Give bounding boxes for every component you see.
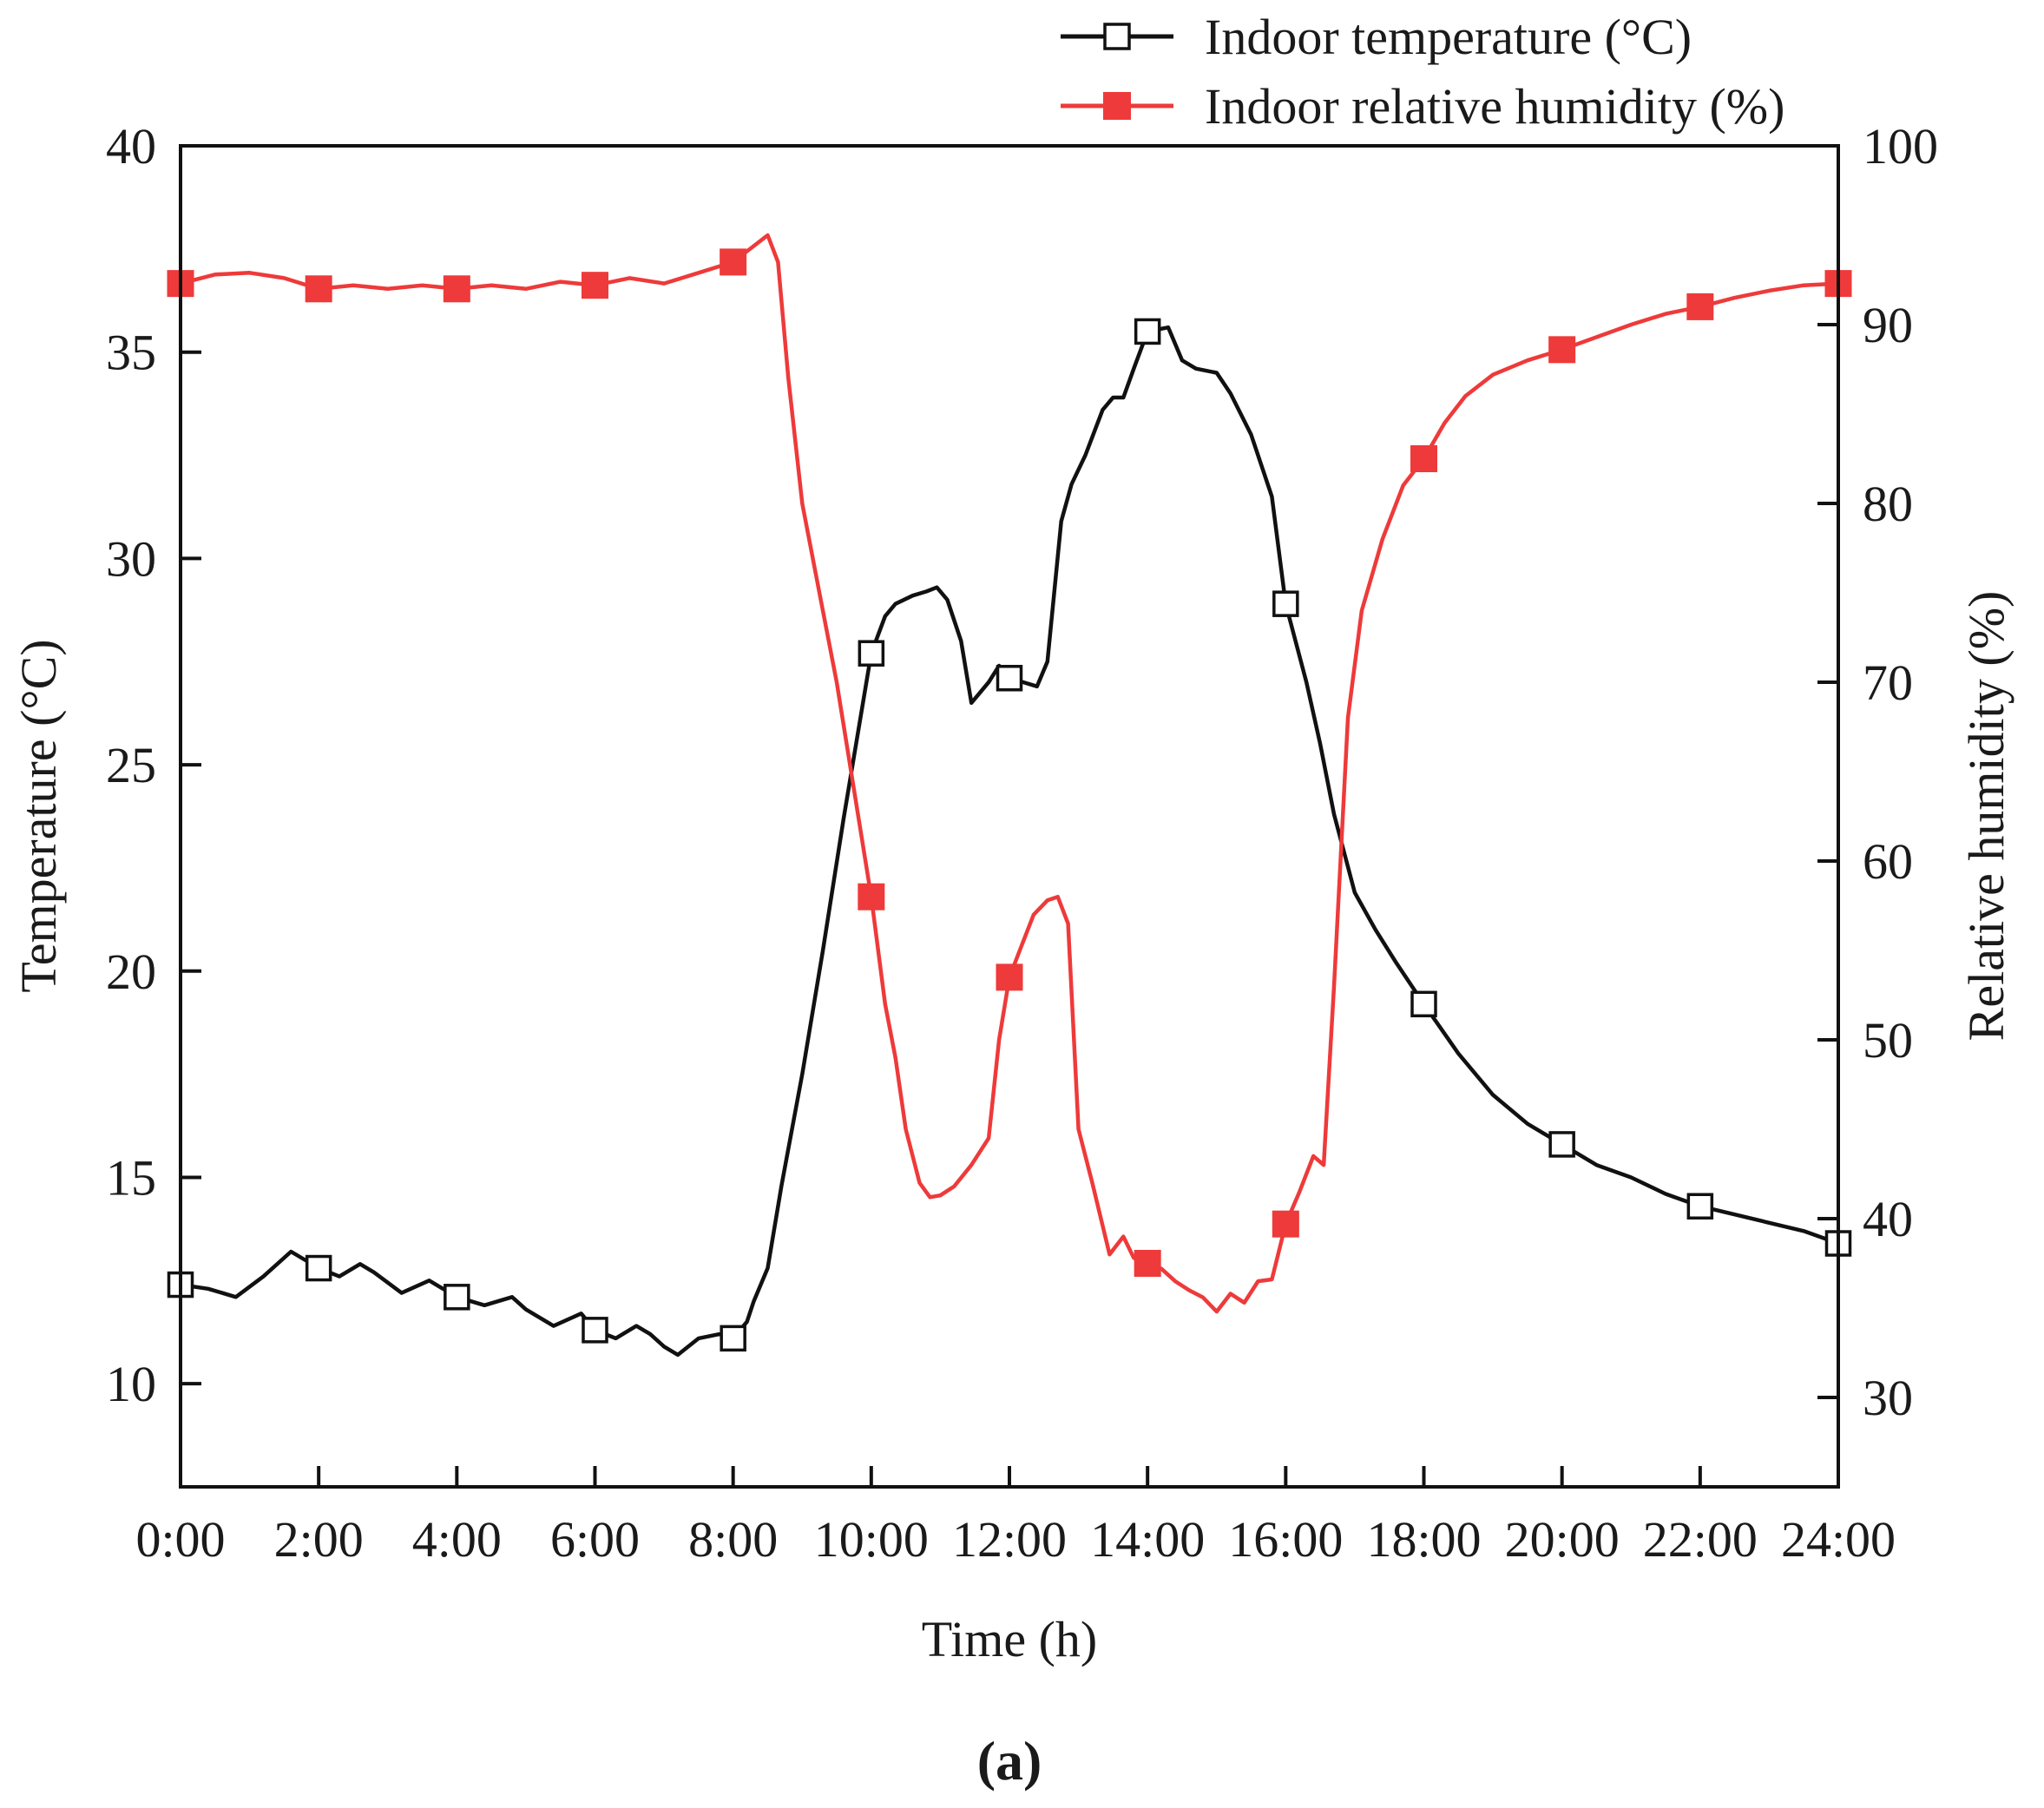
- y2-tick-label: 80: [1863, 476, 1913, 532]
- series-markers: [167, 248, 1852, 1352]
- humidity-marker: [858, 883, 885, 911]
- legend-label-temperature: Indoor temperature (°C): [1205, 9, 1692, 65]
- x-tick-label: 12:00: [952, 1511, 1067, 1568]
- legend-label-humidity: Indoor relative humidity (%): [1205, 78, 1784, 135]
- y2-axis-title: Relative humidity (%): [1958, 591, 2014, 1042]
- y2-tick-label: 60: [1863, 833, 1913, 890]
- y2-tick-label: 90: [1863, 297, 1913, 353]
- temperature-marker: [305, 1254, 332, 1282]
- y-tick-label: 15: [106, 1149, 156, 1206]
- temperature-marker: [1410, 990, 1437, 1018]
- humidity-marker: [996, 963, 1023, 991]
- y2-tick-label: 100: [1863, 118, 1938, 174]
- x-tick-label: 6:00: [550, 1511, 640, 1568]
- humidity-marker: [582, 272, 608, 299]
- x-tick-label: 18:00: [1366, 1511, 1481, 1568]
- humidity-marker: [720, 248, 747, 276]
- x-axis-title: Time (h): [922, 1611, 1098, 1667]
- humidity-marker: [443, 275, 470, 303]
- temperature-marker: [996, 664, 1023, 692]
- x-tick-label: 22:00: [1643, 1511, 1758, 1568]
- x-tick-label: 24:00: [1781, 1511, 1896, 1568]
- humidity-marker: [305, 275, 332, 303]
- y-tick-label: 20: [106, 943, 156, 1000]
- y-tick-label: 40: [106, 118, 156, 174]
- humidity-marker: [1410, 445, 1437, 472]
- humidity-line: [178, 233, 1841, 1314]
- y-tick-label: 35: [106, 325, 156, 381]
- x-tick-label: 2:00: [274, 1511, 364, 1568]
- temperature-marker: [582, 1317, 608, 1344]
- x-tick-label: 16:00: [1228, 1511, 1343, 1568]
- temperature-marker: [1686, 1193, 1714, 1220]
- temperature-marker: [720, 1325, 746, 1352]
- legend-marker-humidity: [1103, 92, 1131, 120]
- temperature-marker: [1272, 590, 1299, 617]
- y-axis-title: Temperature (°C): [10, 639, 67, 992]
- x-tick-label: 20:00: [1505, 1511, 1620, 1568]
- plot-frame: [179, 144, 1840, 1489]
- y-tick-label: 10: [106, 1356, 156, 1412]
- humidity-marker: [1134, 1250, 1161, 1277]
- y2-tick-label: 40: [1863, 1191, 1913, 1247]
- temperature-line: [178, 325, 1841, 1358]
- series-lines: [178, 233, 1841, 1358]
- y2-tick-label: 70: [1863, 654, 1913, 711]
- x-tick-label: 0:00: [135, 1511, 225, 1568]
- temperature-marker: [858, 640, 885, 667]
- humidity-marker: [1548, 336, 1576, 364]
- y2-tick-label: 30: [1863, 1370, 1913, 1426]
- humidity-marker: [1272, 1210, 1299, 1238]
- legend-marker-temperature: [1103, 23, 1131, 50]
- temperature-marker: [1134, 318, 1161, 345]
- y-tick-label: 30: [106, 530, 156, 587]
- x-tick-label: 4:00: [412, 1511, 502, 1568]
- panel-label: (a): [977, 1730, 1042, 1792]
- temperature-marker: [1548, 1131, 1575, 1158]
- y-tick-label: 25: [106, 737, 156, 793]
- legend: Indoor temperature (°C) Indoor relative …: [1061, 9, 1784, 135]
- x-tick-label: 14:00: [1090, 1511, 1205, 1568]
- tick-labels: 0:00 2:00 4:00 6:00 8:00 10:00 12:00 14:00 16:00…: [106, 118, 1938, 1568]
- x-tick-label: 8:00: [688, 1511, 778, 1568]
- y2-tick-label: 50: [1863, 1012, 1913, 1068]
- temperature-marker: [444, 1284, 470, 1311]
- humidity-marker: [1686, 293, 1714, 320]
- x-tick-label: 10:00: [814, 1511, 929, 1568]
- tick-marks: [179, 144, 1840, 1487]
